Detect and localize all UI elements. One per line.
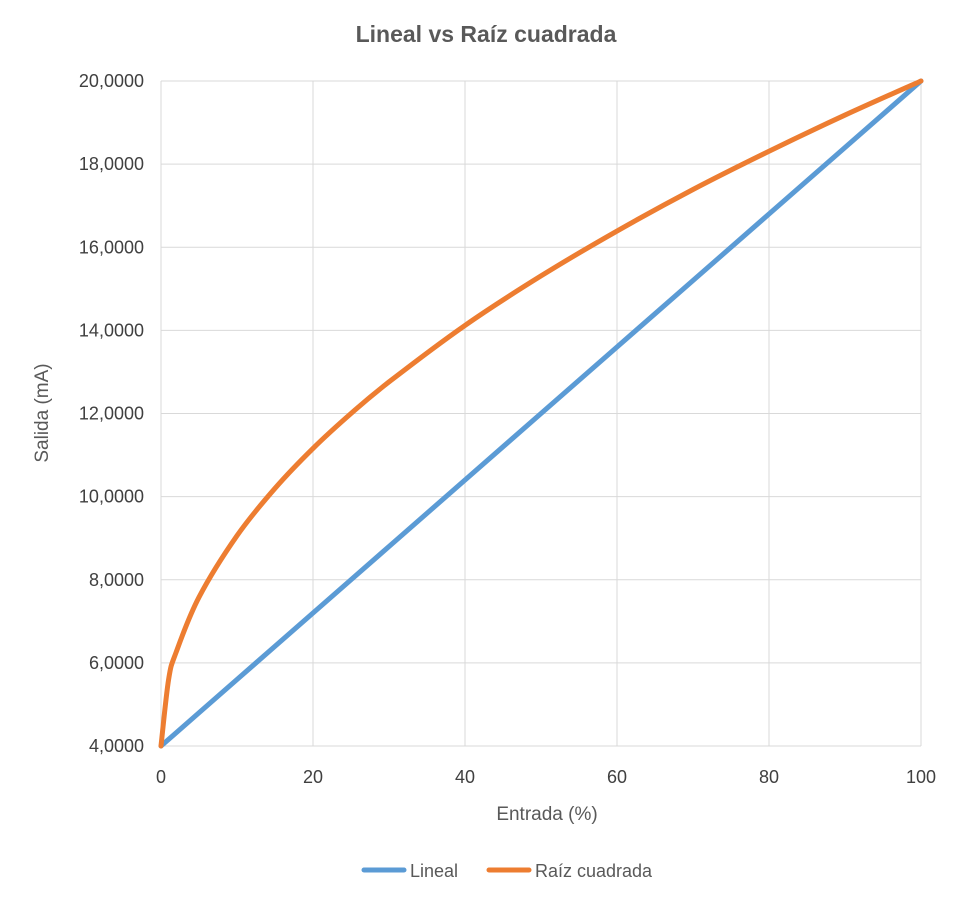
y-tick-label: 14,0000 (79, 320, 144, 340)
x-tick-label: 0 (156, 767, 166, 787)
y-tick-label: 4,0000 (89, 736, 144, 756)
legend: Lineal Raíz cuadrada (361, 861, 653, 881)
x-tick-label: 100 (906, 767, 936, 787)
series-line-raiz-cuadrada (158, 78, 924, 749)
series-line-lineal (158, 78, 924, 749)
x-axis-title: Entrada (%) (496, 804, 597, 825)
series-layer (158, 78, 924, 749)
y-tick-label: 10,0000 (79, 487, 144, 507)
x-tick-label: 60 (607, 767, 627, 787)
y-tick-label: 16,0000 (79, 237, 144, 257)
y-tick-label: 12,0000 (79, 404, 144, 424)
y-axis-title: Salida (mA) (32, 363, 53, 462)
x-tick-label: 80 (759, 767, 779, 787)
legend-label: Raíz cuadrada (535, 861, 653, 881)
y-tick-label: 6,0000 (89, 653, 144, 673)
x-tick-label: 20 (303, 767, 323, 787)
chart-title: Lineal vs Raíz cuadrada (356, 21, 617, 47)
y-tick-label: 18,0000 (79, 154, 144, 174)
y-tick-label: 20,0000 (79, 71, 144, 91)
x-tick-label: 40 (455, 767, 475, 787)
y-tick-label: 8,0000 (89, 570, 144, 590)
legend-label: Lineal (410, 861, 458, 881)
tick-labels: 4,0000 6,0000 8,0000 10,0000 12,0000 14,0000 1… (79, 71, 936, 787)
